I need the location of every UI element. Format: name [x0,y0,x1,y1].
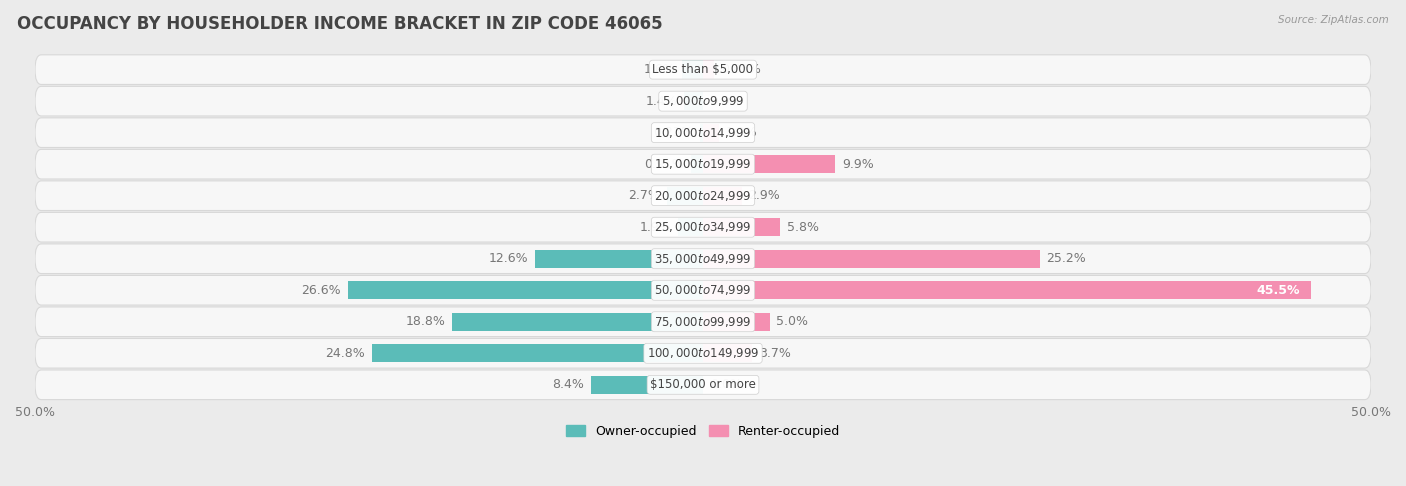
Bar [703,155,835,174]
Text: 0.83%: 0.83% [721,63,761,76]
Text: 0.23%: 0.23% [654,126,693,139]
Bar [700,123,703,142]
FancyBboxPatch shape [35,338,1371,368]
Bar [703,281,1310,299]
Text: $50,000 to $74,999: $50,000 to $74,999 [654,283,752,297]
FancyBboxPatch shape [35,244,1371,274]
FancyBboxPatch shape [35,307,1371,337]
Bar [371,344,703,363]
Text: 1.9%: 1.9% [640,221,671,234]
Bar [690,155,703,174]
Text: 1.2%: 1.2% [725,126,758,139]
Text: $20,000 to $24,999: $20,000 to $24,999 [654,189,752,203]
FancyBboxPatch shape [35,87,1371,116]
Bar [703,250,1039,268]
FancyBboxPatch shape [35,370,1371,399]
Text: 2.9%: 2.9% [748,189,780,202]
Text: $75,000 to $99,999: $75,000 to $99,999 [654,315,752,329]
Text: 1.6%: 1.6% [643,63,675,76]
Text: Source: ZipAtlas.com: Source: ZipAtlas.com [1278,15,1389,25]
Text: $5,000 to $9,999: $5,000 to $9,999 [662,94,744,108]
Text: $35,000 to $49,999: $35,000 to $49,999 [654,252,752,266]
Bar [451,312,703,331]
Bar [591,376,703,394]
Text: $25,000 to $34,999: $25,000 to $34,999 [654,220,752,234]
FancyBboxPatch shape [35,118,1371,147]
Text: 24.8%: 24.8% [325,347,366,360]
Text: 5.0%: 5.0% [776,315,808,328]
Text: 0.91%: 0.91% [644,157,685,171]
Bar [703,123,718,142]
Text: Less than $5,000: Less than $5,000 [652,63,754,76]
Text: 9.9%: 9.9% [842,157,873,171]
Text: 0.0%: 0.0% [710,95,742,108]
Text: 8.4%: 8.4% [553,378,583,391]
Bar [347,281,703,299]
Text: 18.8%: 18.8% [405,315,446,328]
Text: 3.7%: 3.7% [759,347,792,360]
Bar [703,60,714,79]
Text: $15,000 to $19,999: $15,000 to $19,999 [654,157,752,171]
Legend: Owner-occupied, Renter-occupied: Owner-occupied, Renter-occupied [561,420,845,443]
Text: $10,000 to $14,999: $10,000 to $14,999 [654,126,752,139]
Bar [703,312,770,331]
Bar [685,92,703,110]
FancyBboxPatch shape [35,276,1371,305]
FancyBboxPatch shape [35,55,1371,85]
Bar [534,250,703,268]
Text: $150,000 or more: $150,000 or more [650,378,756,391]
Text: 25.2%: 25.2% [1046,252,1085,265]
Text: OCCUPANCY BY HOUSEHOLDER INCOME BRACKET IN ZIP CODE 46065: OCCUPANCY BY HOUSEHOLDER INCOME BRACKET … [17,15,662,33]
Text: 12.6%: 12.6% [488,252,529,265]
Text: 45.5%: 45.5% [1257,284,1301,297]
Text: 0.0%: 0.0% [710,378,742,391]
Bar [703,344,752,363]
Text: 26.6%: 26.6% [301,284,340,297]
Text: 1.4%: 1.4% [645,95,678,108]
FancyBboxPatch shape [35,149,1371,179]
Bar [703,218,780,236]
FancyBboxPatch shape [35,212,1371,242]
Text: 5.8%: 5.8% [787,221,820,234]
Bar [703,187,742,205]
Bar [666,187,703,205]
Text: $100,000 to $149,999: $100,000 to $149,999 [647,347,759,360]
Bar [678,218,703,236]
Text: 2.7%: 2.7% [628,189,661,202]
FancyBboxPatch shape [35,181,1371,210]
Bar [682,60,703,79]
